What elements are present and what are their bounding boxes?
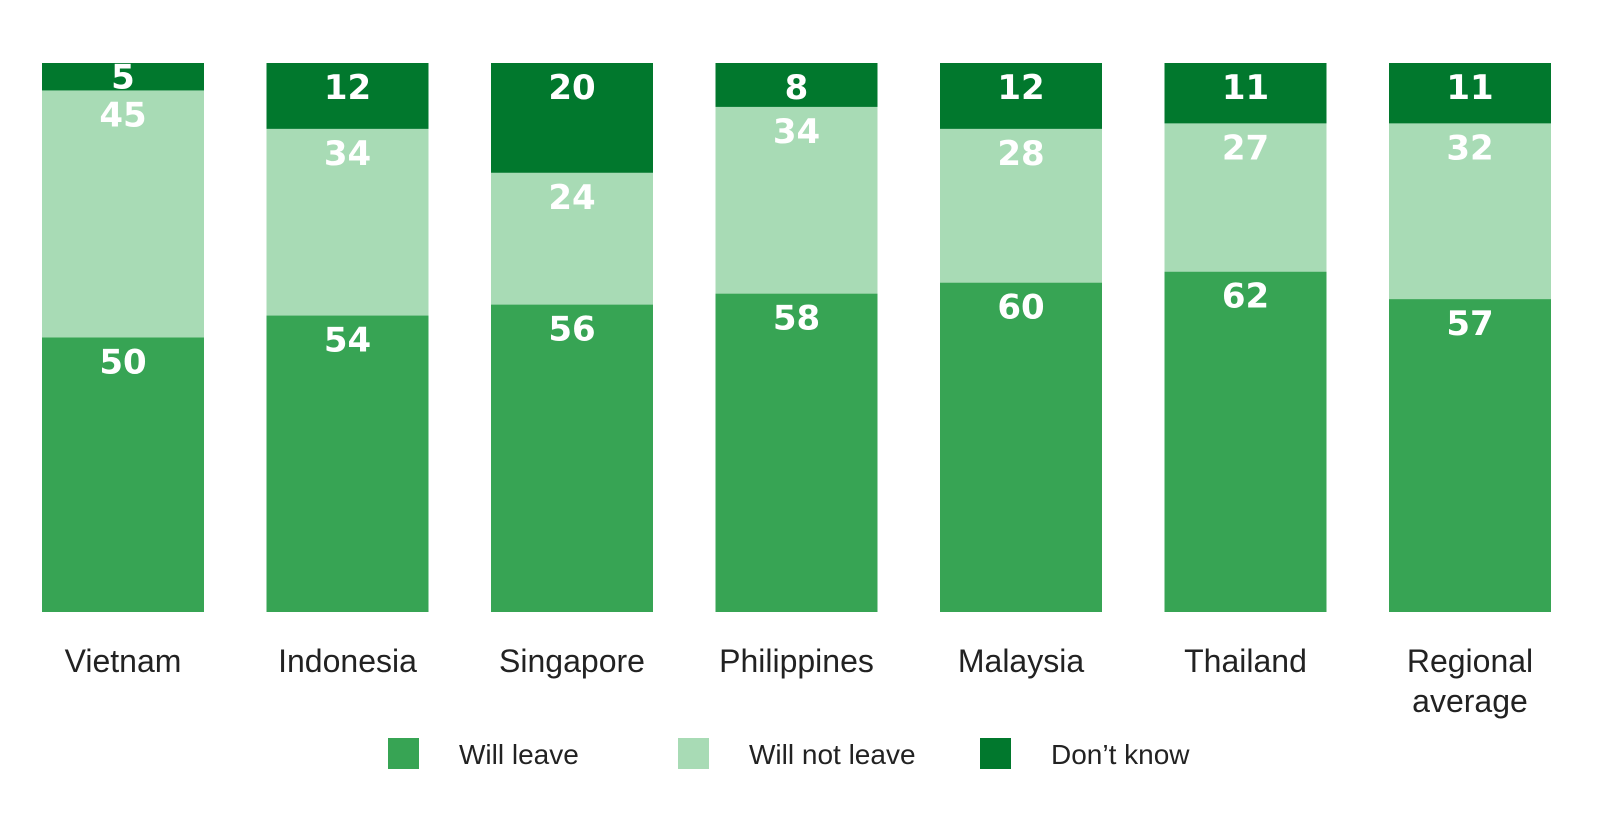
- value-label-indonesia-will-leave: 54: [324, 321, 371, 361]
- value-label-thailand-will-leave: 62: [1222, 277, 1269, 317]
- bar-thailand-will-not-leave: [1164, 123, 1327, 272]
- value-label-vietnam-don-t-know: 5: [111, 58, 135, 98]
- bar-indonesia-don-t-know: [266, 63, 429, 129]
- bar-philippines-don-t-know: [715, 63, 878, 107]
- legend-swatch-will-leave: [388, 738, 419, 769]
- value-label-philippines-will-not-leave: 34: [773, 112, 820, 152]
- category-label-indonesia: Indonesia: [278, 643, 417, 679]
- category-label-philippines: Philippines: [719, 643, 874, 679]
- bar-vietnam-don-t-know: [42, 63, 204, 91]
- value-label-malaysia-will-leave: 60: [997, 288, 1044, 328]
- bar-vietnam-will-leave: [42, 337, 204, 612]
- bar-malaysia-don-t-know: [940, 63, 1102, 129]
- value-label-singapore-will-leave: 56: [548, 310, 595, 350]
- bar-regional-average-will-leave: [1389, 299, 1551, 612]
- legend-label-will-leave: Will leave: [459, 739, 579, 770]
- category-label-vietnam: Vietnam: [65, 643, 182, 679]
- value-label-regional-average-will-not-leave: 32: [1446, 128, 1493, 168]
- value-label-philippines-don-t-know: 8: [785, 68, 809, 108]
- bar-malaysia-will-leave: [940, 282, 1102, 612]
- bar-singapore-will-leave: [491, 304, 653, 612]
- legend-swatch-will-not-leave: [678, 738, 709, 769]
- bar-regional-average-don-t-know: [1389, 63, 1551, 124]
- value-label-indonesia-don-t-know: 12: [324, 68, 371, 108]
- bar-philippines-will-not-leave: [715, 106, 878, 294]
- bar-vietnam-will-not-leave: [42, 90, 204, 338]
- category-label-regional-average: Regional average: [1407, 643, 1533, 719]
- value-label-malaysia-will-not-leave: 28: [997, 134, 1044, 174]
- bar-singapore-don-t-know: [491, 63, 653, 173]
- bar-singapore-will-not-leave: [491, 172, 653, 305]
- value-label-philippines-will-leave: 58: [773, 299, 820, 339]
- value-label-singapore-will-not-leave: 24: [548, 178, 595, 218]
- bar-indonesia-will-leave: [266, 315, 429, 612]
- value-label-malaysia-don-t-know: 12: [997, 68, 1044, 108]
- bars-layer: [42, 63, 1551, 612]
- bar-indonesia-will-not-leave: [266, 128, 429, 316]
- value-label-singapore-don-t-know: 20: [548, 68, 595, 108]
- legend-label-will-not-leave: Will not leave: [749, 739, 916, 770]
- bar-malaysia-will-not-leave: [940, 128, 1102, 283]
- bar-regional-average-will-not-leave: [1389, 123, 1551, 300]
- category-label-singapore: Singapore: [499, 643, 645, 679]
- value-label-thailand-will-not-leave: 27: [1222, 128, 1269, 168]
- category-labels-layer: Vietnam Indonesia Singapore Philippines Mala…: [65, 643, 1534, 719]
- bar-thailand-don-t-know: [1164, 63, 1327, 124]
- value-label-regional-average-will-leave: 57: [1446, 304, 1493, 344]
- value-label-vietnam-will-not-leave: 45: [99, 95, 146, 135]
- category-label-thailand: Thailand: [1184, 643, 1307, 679]
- value-label-thailand-don-t-know: 11: [1222, 68, 1269, 108]
- legend-swatch-don-t-know: [980, 738, 1011, 769]
- category-label-malaysia: Malaysia: [958, 643, 1084, 679]
- bar-philippines-will-leave: [715, 293, 878, 612]
- value-label-vietnam-will-leave: 50: [99, 343, 146, 383]
- legend: Will leave Will not leave Don’t know: [388, 738, 1190, 770]
- bar-thailand-will-leave: [1164, 271, 1327, 612]
- value-label-regional-average-don-t-know: 11: [1446, 68, 1493, 108]
- legend-label-don-t-know: Don’t know: [1051, 739, 1190, 770]
- value-label-indonesia-will-not-leave: 34: [324, 134, 371, 174]
